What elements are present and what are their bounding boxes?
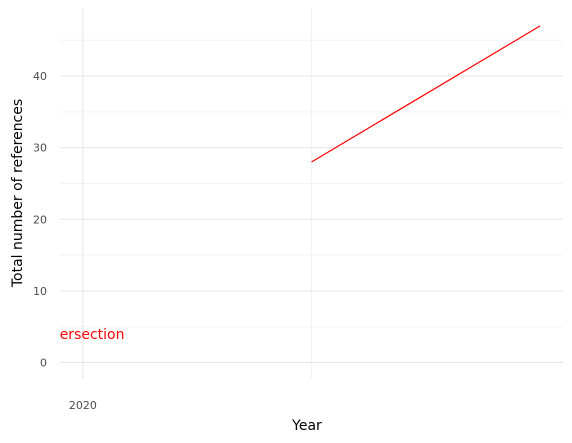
annotation-layer: Intersection <box>41 327 125 343</box>
x-tick-labels: 2020 <box>69 399 97 412</box>
x-axis-title: Year <box>291 418 322 434</box>
y-tick-label: 10 <box>33 285 47 298</box>
y-tick-label: 30 <box>33 142 47 155</box>
x-tick-label: 2020 <box>69 399 97 412</box>
annotation-label: Intersection <box>41 327 124 343</box>
y-tick-label: 40 <box>33 70 47 83</box>
y-axis-title: Total number of references <box>10 99 26 288</box>
grid-lines <box>60 8 563 379</box>
y-tick-label: 20 <box>33 213 47 226</box>
y-tick-labels: 0 10 20 30 40 <box>33 70 47 369</box>
series-line <box>311 25 541 163</box>
y-tick-label: 0 <box>40 357 47 370</box>
series-layer <box>311 25 541 163</box>
